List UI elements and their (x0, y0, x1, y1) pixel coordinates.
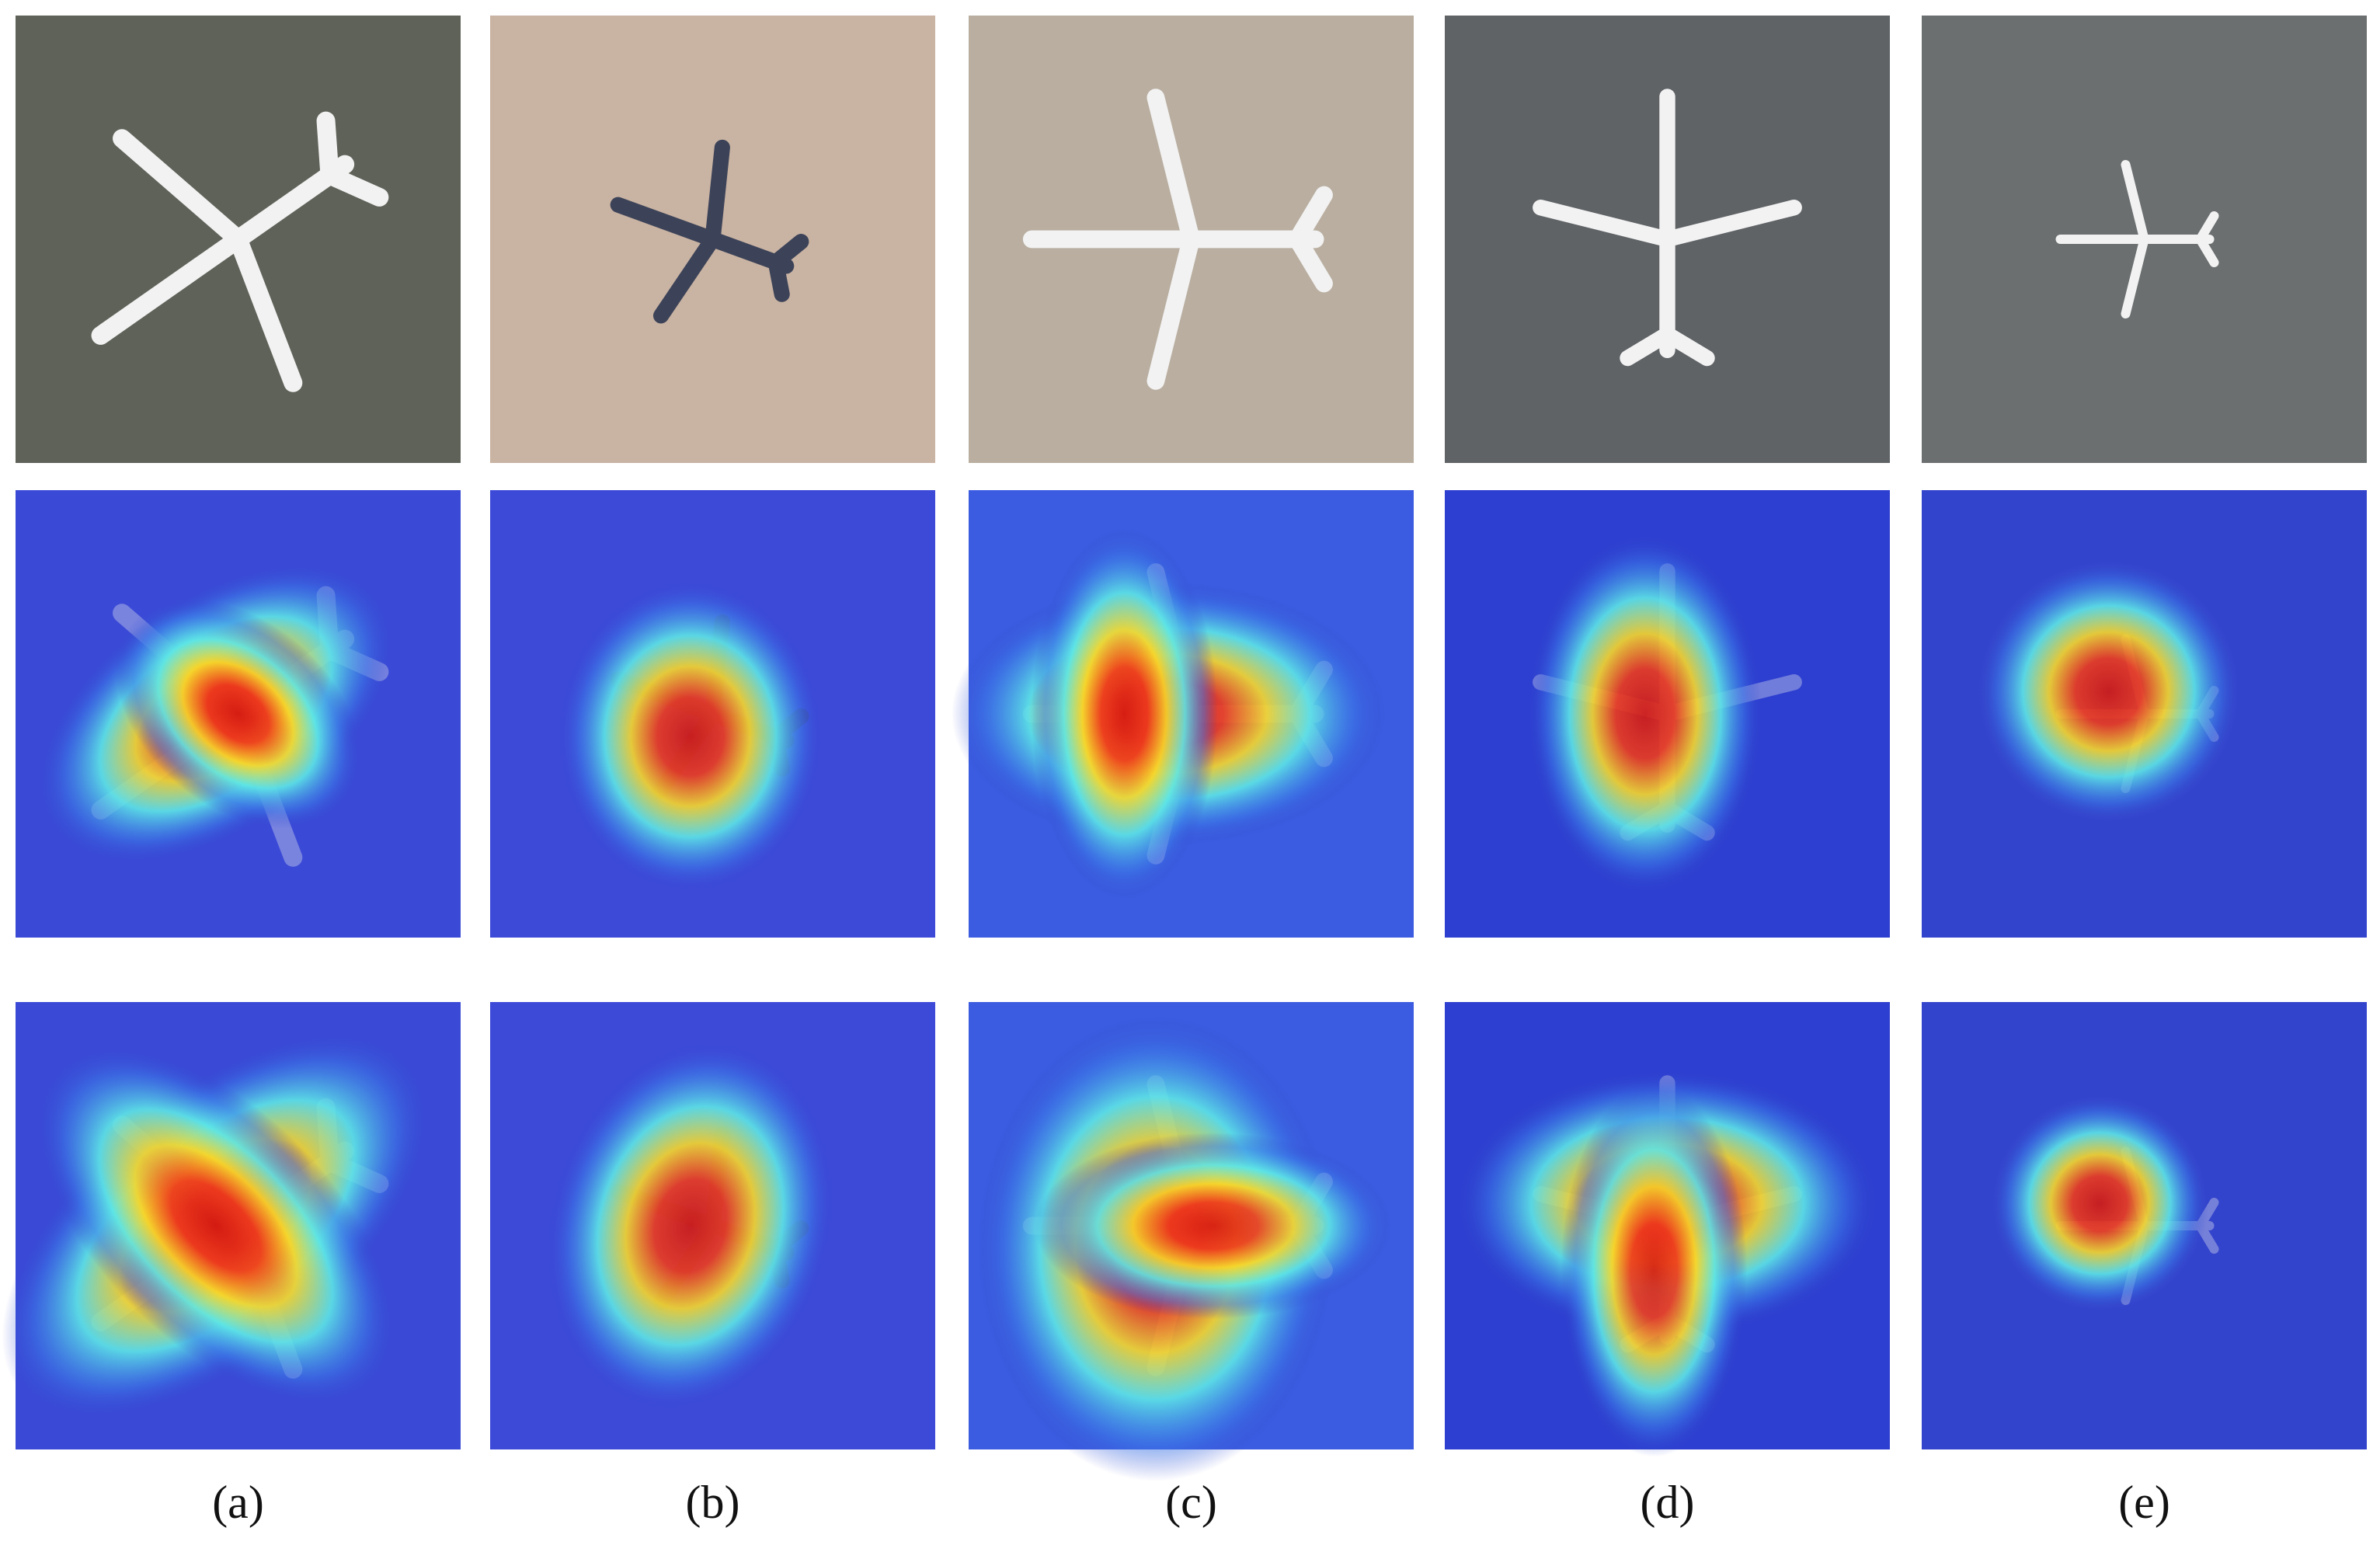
heatmap-blob (547, 1042, 834, 1410)
image-panel (2, 1002, 461, 1449)
image-panel (490, 16, 935, 463)
image-panel (1922, 490, 2367, 938)
airplane (610, 139, 809, 324)
heatmap-blob (558, 580, 823, 892)
heatmap-blob (115, 599, 361, 829)
image-panel (16, 490, 461, 938)
heatmap-blob (1035, 1133, 1393, 1319)
image-panel (969, 1002, 1414, 1481)
heatmap-blob (1528, 535, 1762, 893)
image-panel (1922, 1002, 2367, 1449)
image-panel (1922, 16, 2367, 463)
heatmap-blob (1991, 1094, 2209, 1313)
caption: (a) (212, 1477, 264, 1528)
image-panel (490, 1002, 935, 1449)
airplane (2055, 159, 2219, 319)
airplane (1533, 89, 1802, 367)
image-panel (1445, 490, 1890, 938)
heatmap-blob (1561, 1084, 1748, 1457)
image-panel (490, 490, 935, 938)
caption: (c) (1165, 1477, 1217, 1528)
caption: (b) (686, 1477, 740, 1528)
caption: (d) (1641, 1477, 1695, 1528)
heatmap-blob (1976, 559, 2241, 824)
airplane (1022, 89, 1333, 390)
heatmap-blob (1031, 527, 1218, 900)
image-panel (1445, 1002, 1890, 1457)
caption: (e) (2118, 1477, 2170, 1528)
image-panel (1445, 16, 1890, 463)
image-panel (16, 16, 461, 463)
image-panel (951, 490, 1414, 938)
heatmap-blob (36, 1046, 395, 1405)
image-panel (969, 16, 1414, 463)
airplane (91, 111, 389, 392)
